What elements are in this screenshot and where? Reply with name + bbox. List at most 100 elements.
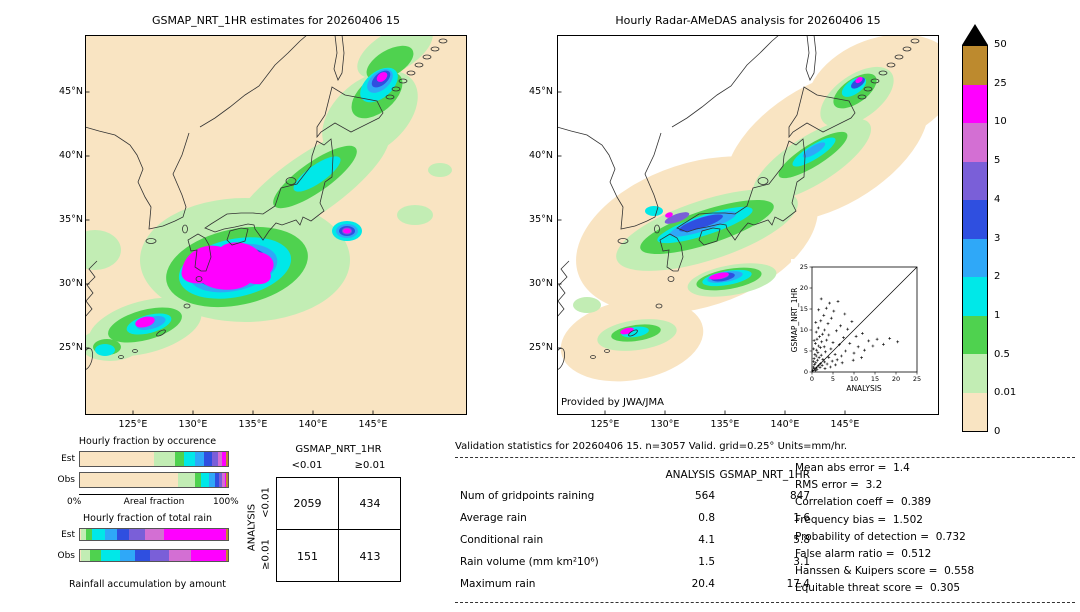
- scatter-point: [854, 334, 858, 338]
- scatter-point: [848, 342, 852, 345]
- scatter-point: [811, 369, 815, 373]
- scatter-point: [812, 347, 816, 351]
- inset-xlabel: ANALYSIS: [846, 384, 882, 393]
- total-rain-title: Hourly fraction of total rain: [83, 513, 212, 524]
- bar-segment: [145, 529, 165, 540]
- colorbar-tick-label: 10: [994, 116, 1007, 128]
- validation-rows: Num of gridpoints raining 564 847 Average r…: [460, 485, 810, 595]
- scatter-point: [839, 324, 842, 328]
- svg-text:15: 15: [800, 305, 808, 313]
- occurrence-title: Hourly fraction by occurence: [78, 436, 217, 447]
- contingency-cell: 2059: [277, 478, 339, 530]
- scatter-point: [815, 368, 819, 371]
- bar-segment: [128, 529, 146, 540]
- lon-tick-label: 135°E: [238, 419, 268, 430]
- colorbar-labels: 50 25 10 5 4 3 2 1 0.5 0.01 0: [994, 39, 1034, 437]
- bar-segment: [168, 550, 191, 561]
- colorbar-tick-label: 5: [994, 155, 1001, 167]
- rain-field: [85, 35, 452, 361]
- scatter-point: [813, 363, 816, 366]
- scatter-point: [830, 359, 834, 363]
- scatter-point: [814, 342, 817, 345]
- contingency-col-label: ≥0.01: [354, 460, 386, 471]
- est-row-label: Est: [61, 454, 75, 464]
- radar-analysis-map: 00 5 5 10 10 15 15 20 20 25 25 ANALYSIS GSMAP_NRT_…: [557, 35, 939, 415]
- colorbar-segment: [963, 315, 987, 354]
- scatter-point: [821, 332, 824, 336]
- scatter-point: [861, 332, 864, 335]
- lat-tick-label: 40°N: [59, 150, 83, 161]
- scatter-point: [860, 356, 863, 360]
- scatter-point: [846, 327, 850, 331]
- scatter-point: [827, 355, 831, 359]
- svg-text:20: 20: [892, 375, 900, 383]
- colorbar-tick-label: 25: [994, 77, 1007, 89]
- validation-table: ANALYSIS GSMAP_NRT_1HR Num of gridpoints…: [460, 465, 810, 595]
- map-border: [85, 35, 467, 415]
- scatter-point: [820, 363, 824, 367]
- bar-segment: [219, 473, 223, 487]
- bar-segment: [116, 529, 129, 540]
- total-rain-est-bar: [79, 528, 229, 541]
- lat-tick-label: 45°N: [529, 86, 553, 97]
- colorbar-segment: [963, 277, 987, 316]
- scatter-point: [814, 330, 818, 334]
- validation-cell: 17.4: [786, 578, 810, 590]
- scatter-point: [856, 345, 860, 349]
- scatter-point: [812, 360, 816, 363]
- scatter-point: [815, 348, 818, 352]
- colorbar-segment: [963, 123, 987, 162]
- score-line: Correlation coeff = 0.389: [795, 496, 931, 509]
- lon-tick-label: 140°E: [298, 419, 328, 430]
- svg-text:20: 20: [800, 284, 808, 292]
- bar-segment: [134, 550, 150, 561]
- lat-tick-label: 25°N: [59, 342, 83, 353]
- scatter-point: [816, 326, 820, 330]
- scatter-point: [812, 339, 816, 342]
- axis-zero-label: 0%: [67, 497, 82, 507]
- lat-tick-label: 40°N: [529, 150, 553, 161]
- validation-cell: Maximum rain: [460, 578, 536, 590]
- scatter-point: [832, 309, 836, 313]
- validation-row: Average rain 0.8 1.6: [460, 507, 810, 529]
- contingency-cell: 434: [339, 478, 401, 530]
- validation-cell: 1.5: [698, 556, 715, 568]
- scatter-point: [822, 345, 826, 349]
- bar-segment: [183, 452, 196, 466]
- bar-segment: [195, 473, 202, 487]
- inset-diagonal-line: [811, 266, 918, 373]
- bar-segment: [214, 473, 220, 487]
- validation-cell: 4.1: [698, 534, 715, 546]
- lon-tick-label: 145°E: [358, 419, 388, 430]
- axis-hundred-label: 100%: [213, 497, 239, 507]
- scatter-point: [833, 353, 837, 356]
- score-line: RMS error = 3.2: [795, 479, 883, 492]
- contingency-col-group: GSMAP_NRT_1HR: [295, 444, 382, 455]
- scatter-point: [888, 337, 892, 340]
- lon-tick-label: 125°E: [118, 419, 148, 430]
- bar-segment: [174, 452, 184, 466]
- fraction-axis-line: [79, 494, 229, 495]
- svg-text:0: 0: [804, 368, 808, 376]
- bar-segment: [226, 529, 228, 540]
- validation-cell: Rain volume (mm km²10⁶): [460, 556, 599, 568]
- est-row-label: Est: [61, 530, 75, 540]
- validation-cell: 847: [789, 490, 810, 502]
- scatter-point: [828, 301, 831, 305]
- colorbar-tick-label: 1: [994, 309, 1001, 321]
- scatter-point: [814, 321, 818, 324]
- scatter-point: [815, 337, 819, 341]
- lon-tick-label: 130°E: [178, 419, 208, 430]
- scatter-point: [829, 316, 833, 320]
- scatter-point: [814, 368, 817, 372]
- scatter-point: [850, 320, 854, 323]
- colorbar-tick-label: 4: [994, 193, 1001, 205]
- scatter-point: [896, 340, 900, 344]
- scatter-point: [819, 319, 823, 323]
- divider-line: [455, 602, 1075, 603]
- bar-segment: [85, 529, 92, 540]
- scatter-point: [829, 365, 832, 369]
- inset-scatter: 00 5 5 10 10 15 15 20 20 25 25 ANALYSIS GSMAP_NRT_…: [790, 259, 923, 395]
- svg-text:10: 10: [850, 375, 858, 383]
- scatter-point: [836, 300, 840, 303]
